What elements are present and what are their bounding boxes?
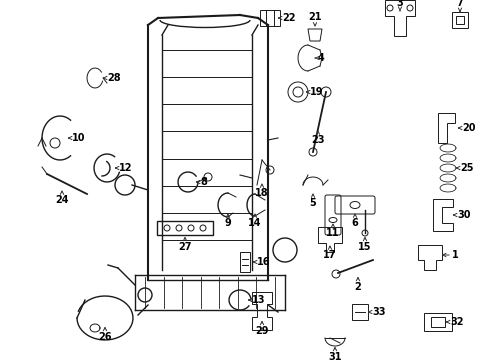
- Text: 22: 22: [282, 13, 295, 23]
- Text: 26: 26: [98, 332, 112, 342]
- Bar: [240, 252, 249, 272]
- Bar: [423, 313, 451, 331]
- Text: 33: 33: [371, 307, 385, 317]
- Text: 28: 28: [107, 73, 121, 83]
- Text: 17: 17: [323, 250, 336, 260]
- Text: 30: 30: [456, 210, 469, 220]
- Text: 11: 11: [325, 228, 339, 238]
- Text: 14: 14: [248, 218, 261, 228]
- Bar: [157, 221, 213, 235]
- Text: 15: 15: [358, 242, 371, 252]
- Text: 20: 20: [461, 123, 474, 133]
- Text: 4: 4: [317, 53, 324, 63]
- Text: 13: 13: [251, 295, 265, 305]
- Text: 29: 29: [255, 326, 268, 336]
- Text: 25: 25: [459, 163, 472, 173]
- Text: 12: 12: [119, 163, 132, 173]
- Text: 21: 21: [307, 12, 321, 22]
- Text: 5: 5: [309, 198, 316, 208]
- Bar: [455, 16, 463, 24]
- Text: 10: 10: [72, 133, 85, 143]
- Text: 18: 18: [255, 188, 268, 198]
- Text: 1: 1: [451, 250, 458, 260]
- Text: 3: 3: [396, 0, 403, 8]
- Text: 24: 24: [55, 195, 69, 205]
- Bar: [451, 12, 467, 28]
- Bar: [430, 317, 444, 327]
- Text: 8: 8: [200, 177, 206, 187]
- Text: 6: 6: [351, 218, 358, 228]
- Bar: [260, 10, 280, 26]
- Text: 23: 23: [311, 135, 324, 145]
- Text: 27: 27: [178, 242, 191, 252]
- Text: 19: 19: [309, 87, 323, 97]
- Text: 2: 2: [354, 282, 361, 292]
- Text: 16: 16: [257, 257, 270, 267]
- Text: 31: 31: [327, 352, 341, 360]
- Text: 7: 7: [456, 0, 463, 8]
- Text: 32: 32: [449, 317, 463, 327]
- Text: 9: 9: [224, 218, 231, 228]
